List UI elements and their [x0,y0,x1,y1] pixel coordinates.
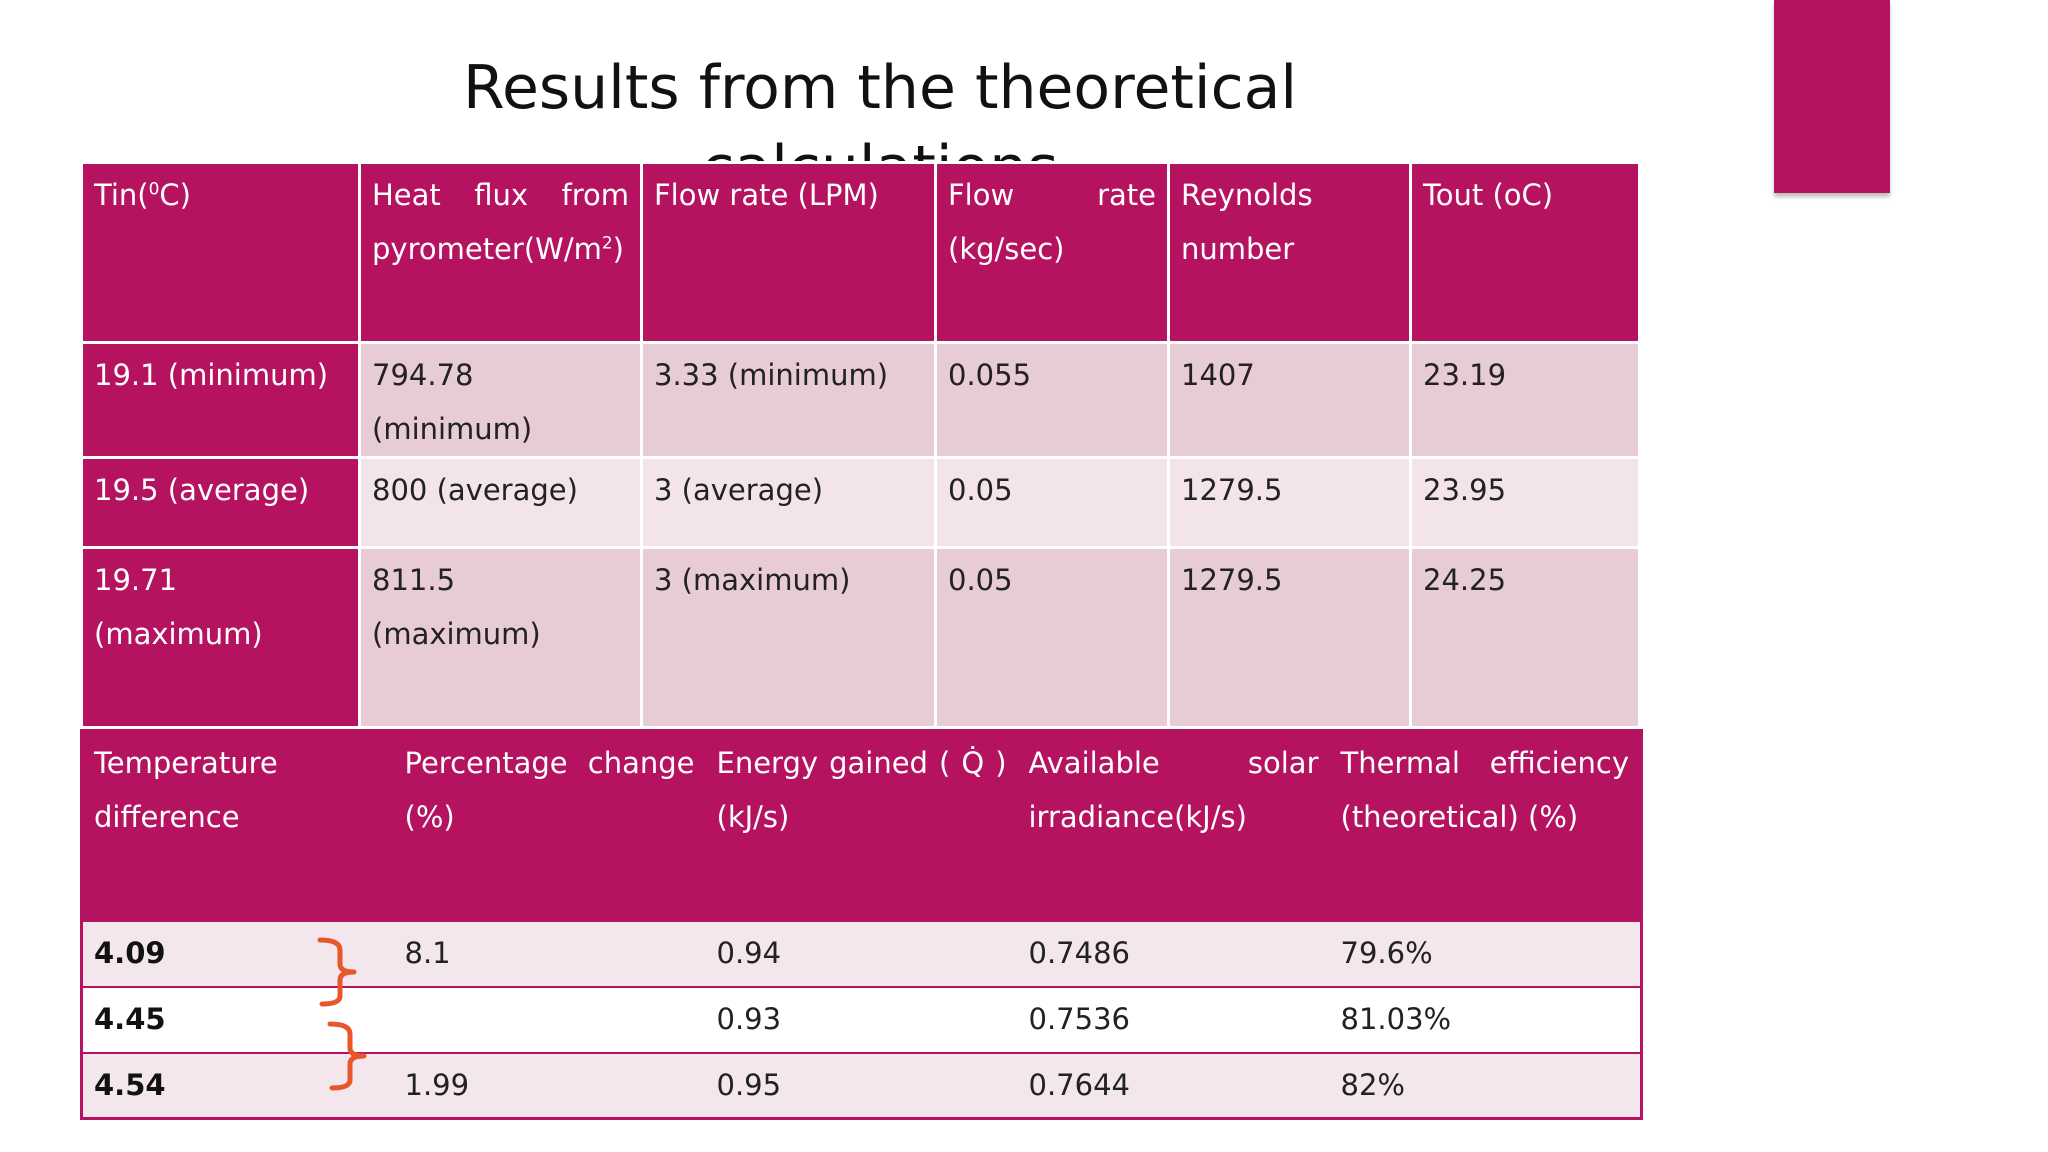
cell-tin: 19.71 (maximum) [80,546,361,729]
cell-energy: 0.95 [705,1051,1018,1119]
table-row: 19.1 (minimum) 794.78 (minimum) 3.33 (mi… [80,341,1641,459]
header-flow-lpm: Flow rate (LPM) [640,161,937,344]
cell-efficiency: 82% [1329,1051,1642,1119]
cell-heat-flux: 794.78 (minimum) [358,341,643,459]
brace-annotation-2 [324,1020,372,1092]
cell-irradiance: 0.7644 [1017,1051,1330,1119]
table-row: 4.45 0.93 0.7536 81.03% [81,985,1642,1053]
header-reynolds: Reynolds number [1167,161,1412,344]
cell-tin: 19.5 (average) [80,456,361,549]
cell-efficiency: 79.6% [1329,919,1642,987]
cell-irradiance: 0.7536 [1017,985,1330,1053]
header-flow-kg: Flow rate (kg/sec) [934,161,1170,344]
results-table-1: Tin(0C) Heat flux from pyrometer(W/m2) F… [80,161,1641,729]
slide-title: Results from the theoretical calculation… [462,53,1298,203]
cell-heat-flux: 811.5 (maximum) [358,546,643,729]
brace-annotation-1 [314,936,362,1008]
cell-tout: 23.19 [1409,341,1641,459]
cell-pct-change: 8.1 [393,919,706,987]
table-row: 4.54 1.99 0.95 0.7644 82% [81,1051,1642,1119]
header-efficiency: Thermal efficiency (theoretical) (%) [1329,730,1642,921]
accent-bar [1774,0,1890,193]
header-pct-change: Percentage change (%) [393,730,706,921]
table-row: 19.71 (maximum) 811.5 (maximum) 3 (maxim… [80,546,1641,729]
cell-pct-change: 1.99 [393,1051,706,1119]
results-table-2: Temperature difference Percentage change… [80,729,1643,1120]
table-row: 4.09 8.1 0.94 0.7486 79.6% [81,919,1642,987]
cell-flow-kg: 0.055 [934,341,1170,459]
cell-energy: 0.94 [705,919,1018,987]
cell-efficiency: 81.03% [1329,985,1642,1053]
cell-flow-lpm: 3.33 (minimum) [640,341,937,459]
cell-reynolds: 1279.5 [1167,546,1412,729]
cell-reynolds: 1407 [1167,341,1412,459]
cell-irradiance: 0.7486 [1017,919,1330,987]
cell-tout: 24.25 [1409,546,1641,729]
cell-flow-lpm: 3 (average) [640,456,937,549]
cell-tout: 23.95 [1409,456,1641,549]
header-energy: Energy gained ( Q̇ ) (kJ/s) [705,730,1018,921]
cell-tin: 19.1 (minimum) [80,341,361,459]
cell-flow-lpm: 3 (maximum) [640,546,937,729]
cell-flow-kg: 0.05 [934,546,1170,729]
header-irradiance: Available solar irradiance(kJ/s) [1017,730,1330,921]
header-heat-flux: Heat flux from pyrometer(W/m2) [358,161,643,344]
cell-pct-change [393,985,706,1053]
cell-reynolds: 1279.5 [1167,456,1412,549]
table1-header-row: Tin(0C) Heat flux from pyrometer(W/m2) F… [80,161,1641,344]
cell-flow-kg: 0.05 [934,456,1170,549]
header-tin: Tin(0C) [80,161,361,344]
header-temp-diff: Temperature difference [81,730,394,921]
cell-energy: 0.93 [705,985,1018,1053]
table-row: 19.5 (average) 800 (average) 3 (average)… [80,456,1641,549]
table2-header-row: Temperature difference Percentage change… [81,730,1642,921]
header-tout: Tout (oC) [1409,161,1641,344]
cell-heat-flux: 800 (average) [358,456,643,549]
